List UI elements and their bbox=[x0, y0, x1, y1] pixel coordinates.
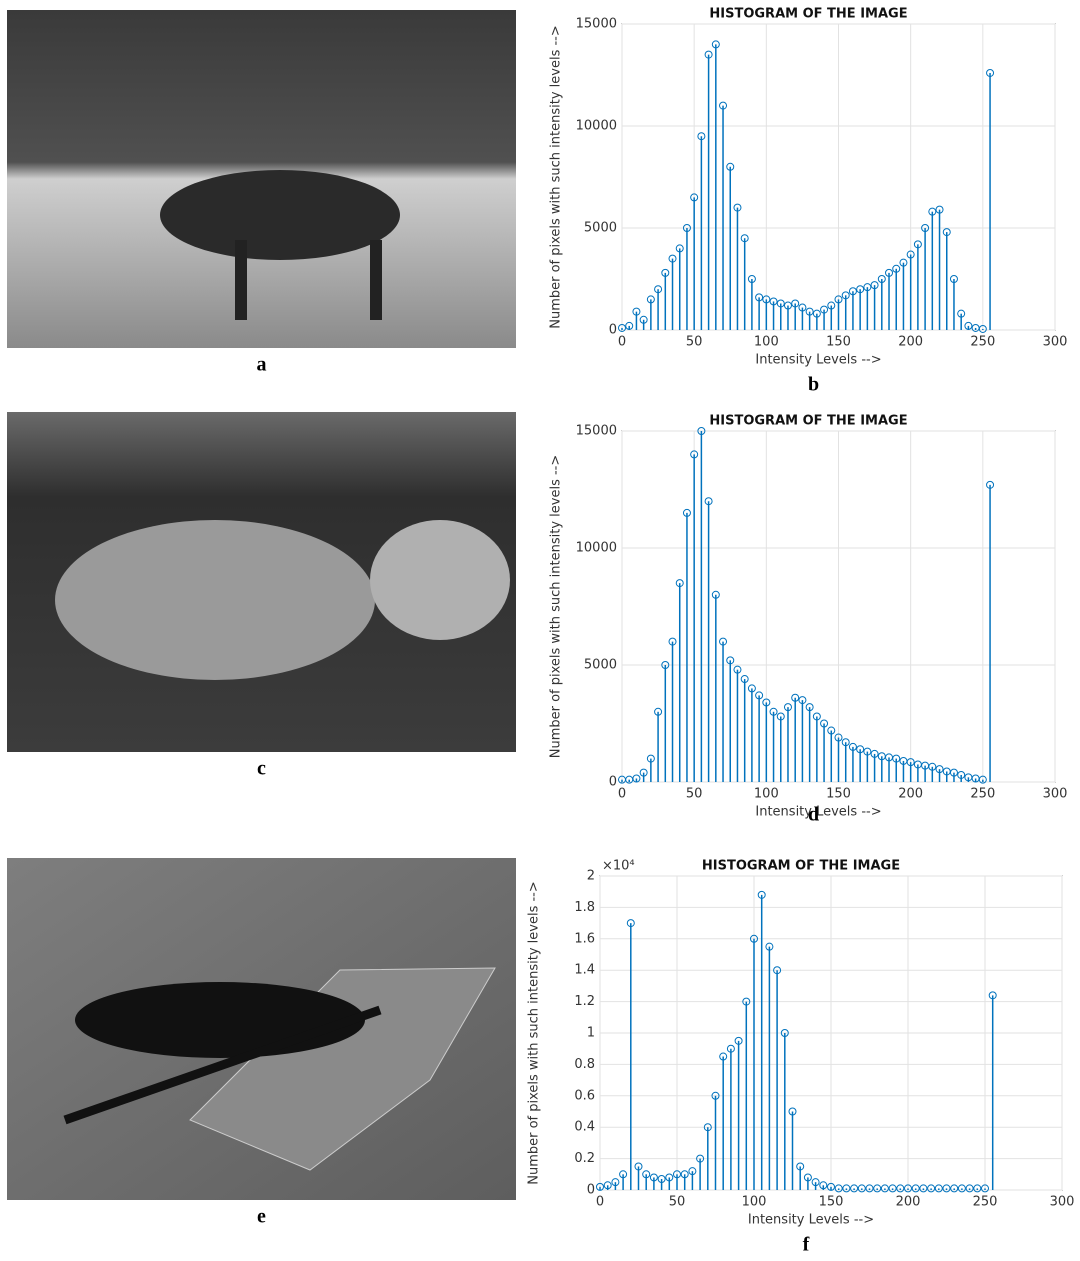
y-tick-label: 2 bbox=[587, 869, 595, 884]
x-tick-label: 0 bbox=[596, 1195, 604, 1210]
y-tick-label: 1.2 bbox=[574, 994, 595, 1009]
x-axis-label: Intensity Levels --> bbox=[748, 1213, 874, 1228]
x-tick-label: 150 bbox=[826, 787, 851, 802]
x-tick-label: 300 bbox=[1043, 787, 1068, 802]
y-tick-label: 0.8 bbox=[574, 1057, 595, 1072]
x-tick-label: 150 bbox=[819, 1195, 844, 1210]
image-panel-label: a bbox=[257, 354, 267, 376]
x-tick-label: 200 bbox=[898, 787, 923, 802]
y-axis-label: Number of pixels with such intensity lev… bbox=[549, 25, 564, 329]
y-tick-label: 1 bbox=[587, 1026, 595, 1041]
x-tick-label: 300 bbox=[1043, 335, 1068, 350]
x-tick-label: 50 bbox=[686, 335, 703, 350]
x-tick-label: 200 bbox=[896, 1195, 921, 1210]
x-tick-label: 0 bbox=[618, 335, 626, 350]
y-tick-label: 10000 bbox=[576, 119, 617, 134]
x-tick-label: 100 bbox=[742, 1195, 767, 1210]
y-tick-label: 10000 bbox=[576, 541, 617, 556]
x-axis-label: Intensity Levels --> bbox=[755, 353, 881, 368]
y-tick-label: 0 bbox=[609, 323, 617, 338]
x-tick-label: 50 bbox=[686, 787, 703, 802]
chart-panel-label: f bbox=[803, 1234, 810, 1256]
x-tick-label: 200 bbox=[898, 335, 923, 350]
y-tick-label: 5000 bbox=[584, 221, 617, 236]
x-tick-label: 150 bbox=[826, 335, 851, 350]
y-tick-label: 1.6 bbox=[574, 931, 595, 946]
x-tick-label: 250 bbox=[970, 787, 995, 802]
photo-bears bbox=[7, 412, 516, 752]
y-tick-label: 1.8 bbox=[574, 900, 595, 915]
chart-panel-label: b bbox=[808, 374, 819, 396]
chart-title: HISTOGRAM OF THE IMAGE bbox=[709, 7, 907, 22]
x-tick-label: 250 bbox=[970, 335, 995, 350]
x-tick-label: 0 bbox=[618, 787, 626, 802]
y-tick-label: 1.4 bbox=[574, 963, 595, 978]
x-tick-label: 100 bbox=[754, 335, 779, 350]
y-tick-label: 0.6 bbox=[574, 1088, 595, 1103]
y-axis-label: Number of pixels with such intensity lev… bbox=[549, 455, 564, 759]
y-tick-label: 0 bbox=[587, 1183, 595, 1198]
photo-elk bbox=[7, 10, 516, 348]
x-tick-label: 100 bbox=[754, 787, 779, 802]
y-tick-label: 0.2 bbox=[574, 1151, 595, 1166]
image-panel-label: c bbox=[257, 758, 266, 780]
x-tick-label: 250 bbox=[973, 1195, 998, 1210]
x-tick-label: 50 bbox=[669, 1195, 686, 1210]
y-tick-label: 15000 bbox=[576, 17, 617, 32]
chart-title: HISTOGRAM OF THE IMAGE bbox=[702, 859, 900, 874]
chart-title: HISTOGRAM OF THE IMAGE bbox=[709, 414, 907, 429]
chart-panel-label: d bbox=[808, 804, 819, 826]
x-tick-label: 300 bbox=[1050, 1195, 1075, 1210]
figure: 050100150200250300050001000015000HISTOGR… bbox=[0, 0, 1080, 1257]
y-tick-label: 15000 bbox=[576, 424, 617, 439]
y-tick-label: 5000 bbox=[584, 658, 617, 673]
y-axis-label: Number of pixels with such intensity lev… bbox=[527, 881, 542, 1185]
y-exponent-label: ×10⁴ bbox=[602, 859, 635, 874]
photo-dragonfly bbox=[7, 858, 516, 1200]
y-tick-label: 0.4 bbox=[574, 1120, 595, 1135]
y-tick-label: 0 bbox=[609, 775, 617, 790]
image-panel-label: e bbox=[257, 1206, 266, 1228]
